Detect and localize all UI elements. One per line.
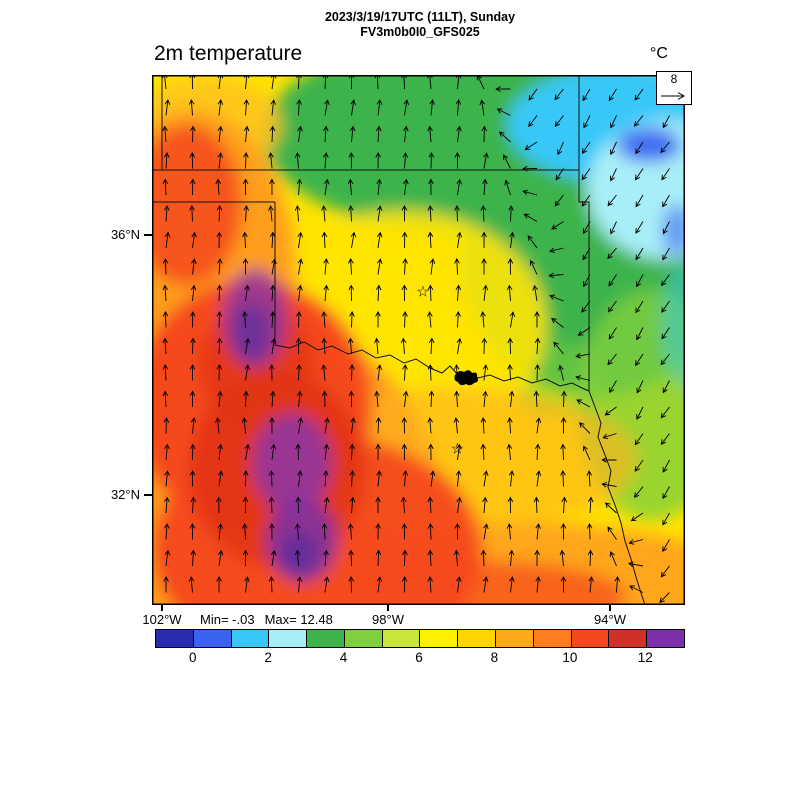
colorbar-tick-label: 10 <box>562 650 578 665</box>
state-borders <box>152 75 646 605</box>
wind-reference-value: 8 <box>670 72 678 86</box>
colorbar-tick-label: 8 <box>490 650 499 665</box>
lat-tick-36n <box>144 234 152 236</box>
wind-arrows <box>162 72 670 603</box>
min-max-readout: Min= -.03 Max= 12.48 <box>200 612 343 627</box>
lon-label-94w: 94°W <box>594 612 626 627</box>
temperature-field <box>152 75 685 605</box>
lake-icon <box>454 370 478 386</box>
wind-arrow-glyphs <box>162 72 670 603</box>
colorbar-segment <box>230 630 269 647</box>
lat-label-36n: 36°N <box>110 227 140 242</box>
lon-tick-94w <box>609 605 611 611</box>
border-ok-panhandle-and-100w <box>152 201 276 345</box>
colorbar-tick-label: 12 <box>637 650 653 665</box>
colorbar-ticks: 0 2 4 6 8 10 12 <box>155 650 683 666</box>
city-markers: ☆☆ <box>416 284 464 458</box>
border-tx-east <box>588 390 646 605</box>
colorbar <box>155 629 685 648</box>
lon-tick-102w <box>161 605 163 611</box>
border-ok-ar <box>578 170 590 391</box>
colorbar-segment <box>495 630 533 647</box>
colorbar-tick-label: 6 <box>415 650 423 665</box>
colorbar-segment <box>646 630 684 647</box>
colorbar-segment <box>268 630 307 647</box>
max-value-label: Max= 12.48 <box>264 612 333 627</box>
temperature-map: ☆☆ <box>152 72 685 605</box>
colorbar-segment <box>570 630 609 647</box>
colorbar-segment <box>156 630 193 647</box>
chart-title: 2023/3/19/17UTC (11LT), Sunday FV3m0b0I0… <box>40 10 800 40</box>
colorbar-segment <box>343 630 382 647</box>
lon-label-102w: 102°W <box>142 612 182 627</box>
wind-reference-box: 8 <box>656 71 692 105</box>
min-value-label: Min= -.03 <box>200 612 255 627</box>
wind-reference-arrow-icon <box>661 92 685 100</box>
colorbar-tick-label: 4 <box>339 650 348 665</box>
map-frame <box>152 75 685 605</box>
title-line-1: 2023/3/19/17UTC (11LT), Sunday <box>324 10 516 24</box>
colorbar-segment <box>419 630 458 647</box>
title-line-2: FV3m0b0I0_GFS025 <box>360 25 480 39</box>
colorbar-segment <box>608 630 647 647</box>
units-label: °C <box>650 45 668 62</box>
colorbar-tick-label: 2 <box>264 650 272 665</box>
colorbar-segment <box>192 630 231 647</box>
map-area: ☆ ☆ <box>152 72 685 605</box>
lon-tick-98w <box>387 605 389 611</box>
lat-label-32n: 32°N <box>110 487 140 502</box>
colorbar-segment <box>532 630 571 647</box>
lon-label-98w: 98°W <box>372 612 404 627</box>
colorbar-segment <box>457 630 496 647</box>
colorbar-segment <box>306 630 344 647</box>
colorbar-segment <box>381 630 420 647</box>
product-label: 2m temperature <box>154 42 303 65</box>
city-star-south-icon: ☆ <box>451 440 464 457</box>
lat-tick-32n <box>144 494 152 496</box>
border-37n-and-102w <box>152 75 580 171</box>
border-red-river <box>274 341 590 392</box>
colorbar-tick-label: 0 <box>188 650 197 665</box>
city-star-north-icon: ☆ <box>416 284 429 301</box>
